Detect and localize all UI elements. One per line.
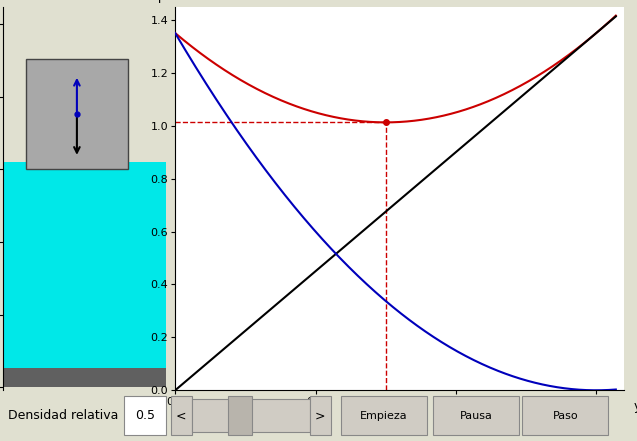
Text: 0.5: 0.5 bbox=[135, 409, 155, 422]
Text: Paso: Paso bbox=[552, 411, 578, 421]
FancyBboxPatch shape bbox=[171, 396, 192, 435]
Text: <: < bbox=[176, 409, 186, 422]
Text: Empieza: Empieza bbox=[360, 411, 408, 421]
Bar bbox=[3, 369, 166, 387]
Text: Ep: Ep bbox=[150, 0, 166, 3]
Text: y: y bbox=[633, 400, 637, 413]
FancyBboxPatch shape bbox=[228, 396, 252, 435]
Bar bbox=[25, 59, 128, 169]
Text: >: > bbox=[315, 409, 325, 422]
FancyBboxPatch shape bbox=[124, 396, 166, 435]
FancyBboxPatch shape bbox=[433, 396, 519, 435]
FancyBboxPatch shape bbox=[341, 396, 427, 435]
FancyBboxPatch shape bbox=[192, 400, 310, 432]
FancyBboxPatch shape bbox=[310, 396, 331, 435]
FancyBboxPatch shape bbox=[522, 396, 608, 435]
Text: Pausa: Pausa bbox=[460, 411, 492, 421]
Text: Densidad relativa: Densidad relativa bbox=[8, 409, 118, 422]
Bar bbox=[3, 162, 166, 387]
